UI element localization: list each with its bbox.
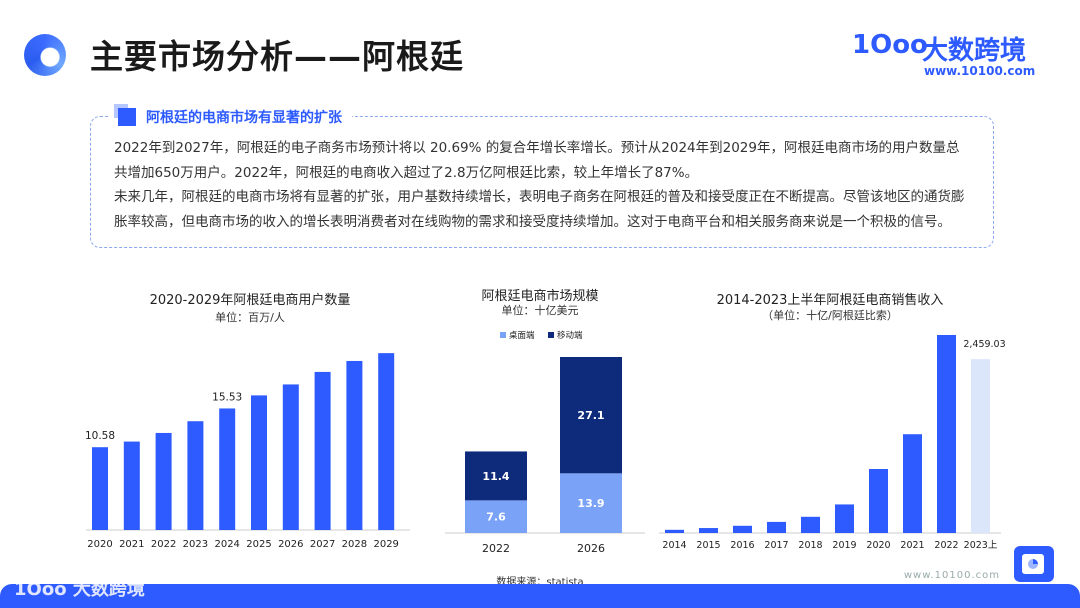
chart1-title: 2020-2029年阿根廷电商用户数量 — [149, 293, 351, 308]
x-tick-label: 2018 — [798, 540, 822, 551]
stacked-bar-segment — [465, 451, 527, 501]
x-tick-label: 2020 — [87, 539, 112, 550]
chart3-subtitle: （单位：十亿/阿根廷比索） — [762, 309, 898, 322]
chart1-subtitle: 单位：百万/人 — [215, 311, 285, 324]
page-title: 主要市场分析——阿根廷 — [90, 37, 464, 76]
stacked-bar-segment — [465, 500, 527, 533]
bar — [971, 359, 990, 533]
bar — [155, 432, 172, 530]
x-tick-label: 2022 — [151, 539, 176, 550]
bar — [346, 360, 363, 530]
chart2-market-size: 桌面端 移动端 7.6 11.4 2022 13.9 27.1 2026 — [445, 330, 645, 555]
summary-paragraph: 2022年到2027年，阿根廷的电子商务市场预计将以 20.69% 的复合年增长… — [114, 140, 960, 181]
x-tick-label: 2023上 — [964, 540, 998, 551]
legend-swatch — [548, 332, 554, 338]
bar — [801, 516, 820, 533]
x-tick-label: 2017 — [764, 540, 788, 551]
x-tick-label: 2019 — [832, 540, 856, 551]
bar — [187, 421, 204, 530]
bar — [314, 371, 331, 530]
chart1-users: 2020 10.58 2021 2022 2023 2024 15.53 2025 2026 20… — [85, 353, 410, 550]
x-tick-label: 2023 — [183, 539, 208, 550]
chart-board-icon — [1014, 546, 1054, 582]
brand-name: 大数跨境 — [922, 36, 1027, 66]
data-label: 7.6 — [486, 511, 506, 524]
bar — [92, 447, 108, 530]
legend-swatch — [500, 332, 506, 338]
stacked-bar-segment — [560, 357, 622, 474]
bar — [937, 335, 956, 533]
chart2-subtitle: 单位：十亿美元 — [501, 304, 579, 317]
bar — [123, 441, 140, 530]
bar — [767, 521, 786, 533]
bar — [378, 353, 395, 530]
x-tick-label: 2020 — [866, 540, 890, 551]
bar — [665, 529, 684, 533]
data-label: 27.1 — [577, 409, 604, 422]
data-label: 15.53 — [212, 391, 242, 403]
data-label: 13.9 — [577, 497, 604, 510]
x-tick-label: 2026 — [278, 539, 303, 550]
summary-heading-text: 阿根廷的电商市场有显著的扩张 — [146, 110, 342, 126]
square-icon — [114, 104, 136, 126]
chart3-revenue: 2014 2015 2016 2017 2018 2019 2020 2021 2022 2023… — [659, 335, 1006, 551]
brand-logo: 1Ooo 大数跨境 www.10100.com — [852, 28, 1052, 84]
data-label: 11.4 — [482, 470, 509, 483]
summary-paragraph: 未来几年，阿根廷的电商市场将有显著的扩张，用户基数持续增长，表明电子商务在阿根廷… — [114, 189, 965, 230]
bar — [733, 525, 752, 533]
bar — [282, 384, 299, 530]
data-source: 数据来源：statista — [496, 577, 584, 588]
x-tick-label: 2025 — [246, 539, 271, 550]
summary-box — [90, 116, 994, 248]
bar — [869, 469, 888, 533]
legend-label: 移动端 — [557, 330, 583, 341]
brand-url: www.10100.com — [924, 64, 1036, 78]
stacked-bar-segment — [560, 473, 622, 533]
footer-watermark: 1Ooo 大数跨境 — [14, 579, 145, 600]
x-tick-label: 2015 — [696, 540, 720, 551]
x-tick-label: 2027 — [310, 539, 335, 550]
x-tick-label: 2022 — [482, 542, 510, 555]
bar — [699, 528, 718, 533]
x-tick-label: 2024 — [214, 539, 239, 550]
bar — [835, 504, 854, 533]
bar — [219, 408, 236, 530]
x-tick-label: 2021 — [900, 540, 924, 551]
x-tick-label: 2021 — [119, 539, 144, 550]
chart2-title: 阿根廷电商市场规模 — [481, 289, 599, 304]
footer-bar — [0, 584, 1080, 608]
summary-body: 2022年到2027年，阿根廷的电子商务市场预计将以 20.69% 的复合年增长… — [114, 136, 972, 234]
x-tick-label: 2028 — [342, 539, 367, 550]
x-tick-label: 2014 — [662, 540, 686, 551]
x-tick-label: 2029 — [373, 539, 398, 550]
chart3-title: 2014-2023上半年阿根廷电商销售收入 — [716, 293, 944, 308]
summary-heading: 阿根廷的电商市场有显著的扩张 — [110, 104, 352, 128]
legend-label: 桌面端 — [509, 330, 535, 341]
brand-mark: 1Ooo — [852, 30, 928, 60]
x-tick-label: 2022 — [934, 540, 958, 551]
data-label: 10.58 — [85, 430, 115, 442]
x-tick-label: 2026 — [577, 542, 605, 555]
x-tick-label: 2016 — [730, 540, 754, 551]
footer-url: www.10100.com — [903, 570, 1000, 581]
header-logo-icon — [24, 34, 66, 76]
bar — [251, 395, 267, 530]
bar — [903, 434, 922, 533]
data-label: 2,459.03 — [963, 339, 1005, 350]
